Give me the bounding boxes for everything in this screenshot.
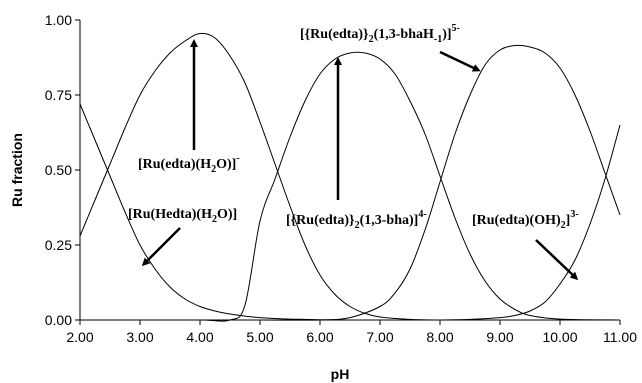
x-tick-label: 5.00	[246, 329, 273, 345]
annotation-ru-hedta-h2o: [Ru(Hedta)(H2O)]	[128, 207, 237, 225]
ticks	[75, 19, 621, 325]
annotation-ru-edta-h2o: [Ru(edta)(H2O)]-	[138, 153, 240, 175]
arrow-dimer-bhaH	[439, 50, 481, 72]
y-axis-title: Ru fraction	[9, 133, 25, 207]
annotation-dimer-bhaH: [{Ru(edta)}2(1,3-bhaH-1)]5-	[300, 23, 460, 45]
x-tick-label: 8.00	[426, 329, 453, 345]
series-line-2	[79, 32, 620, 321]
x-tick-label: 10.00	[542, 329, 577, 345]
series-line-5	[79, 124, 621, 321]
annotation-ru-edta-oh2: [Ru(edta)(OH)2]3-	[472, 209, 579, 231]
series-line-3	[79, 51, 621, 322]
annotation-dimer-bha: [{Ru(edta)}2(1,3-bha)]4-	[286, 209, 427, 231]
x-tick-label: 9.00	[486, 329, 513, 345]
y-tick-label: 0.75	[45, 87, 72, 103]
y-tick-label: 0.50	[45, 162, 72, 178]
x-tick-label: 6.00	[306, 329, 333, 345]
y-tick-label: 1.00	[45, 12, 72, 28]
series-line-4	[79, 44, 621, 321]
x-tick-label: 7.00	[366, 329, 393, 345]
x-tick-label: 3.00	[126, 329, 153, 345]
x-tick-label: 4.00	[186, 329, 213, 345]
arrow-ru-edta-oh2	[535, 239, 579, 281]
arrow-ru-hedta-h2o	[141, 227, 181, 267]
y-tick-label: 0.00	[45, 312, 72, 328]
curves	[79, 32, 621, 322]
x-tick-label: 11.00	[603, 329, 637, 345]
y-tick-label: 0.25	[45, 237, 72, 253]
x-tick-label: 2.00	[66, 329, 93, 345]
tick-labels: 2.00 3.00 4.00 5.00 6.00 7.00 8.00 9.00 10.00 11.…	[45, 12, 637, 345]
x-axis-title: pH	[331, 366, 350, 382]
